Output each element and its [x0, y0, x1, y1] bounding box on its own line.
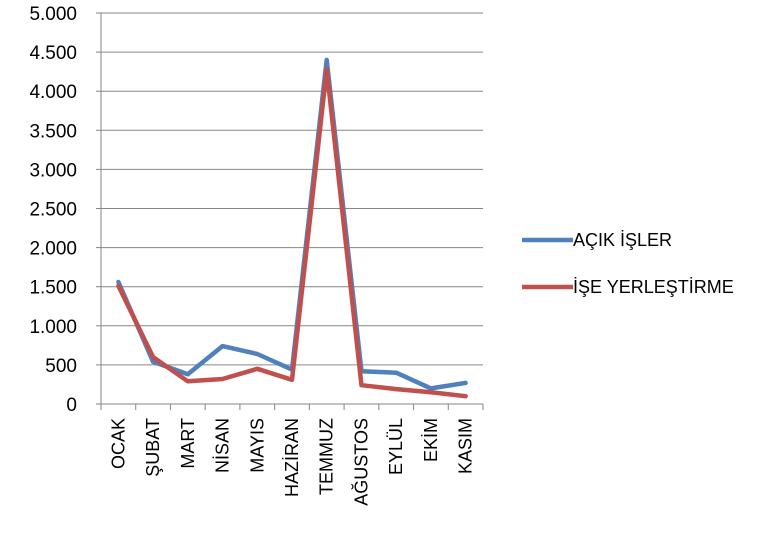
series-lines	[118, 60, 465, 396]
y-tick-label: 1.000	[29, 317, 77, 338]
y-tick-label: 3.500	[29, 121, 77, 142]
y-tick-label: 2.500	[29, 200, 77, 221]
y-tick-label: 5.000	[29, 4, 77, 25]
y-tick-label: 4.000	[29, 82, 77, 103]
x-tick-label: MART	[178, 418, 198, 469]
y-tick-label: 2.000	[29, 239, 77, 260]
x-tick-label: HAZİRAN	[282, 418, 302, 497]
legend-label: AÇIK İŞLER	[573, 230, 672, 250]
axes	[96, 13, 483, 410]
series-line-0	[118, 60, 465, 389]
y-tick-label: 3.000	[29, 160, 77, 181]
x-tick-label: TEMMUZ	[317, 418, 337, 495]
x-tick-label: EKİM	[421, 418, 441, 462]
series-line-1	[118, 69, 465, 396]
y-tick-label: 0	[66, 395, 77, 416]
y-tick-label: 4.500	[29, 43, 77, 64]
x-tick-label: MAYIS	[247, 418, 267, 473]
y-axis-tick-labels: 0 500 1.000 1.500 2.000 2.500 3.000 3.500 4.000 4…	[29, 4, 77, 416]
x-tick-label: NİSAN	[213, 418, 233, 473]
gridlines	[101, 13, 483, 365]
x-tick-label: EYLÜL	[386, 418, 406, 475]
x-axis-tick-labels: OCAK ŞUBAT MART NİSAN MAYIS HAZİRAN TEMMUZ AĞUS…	[108, 418, 475, 506]
legend-label: İŞE YERLEŞTİRME	[573, 277, 734, 297]
y-tick-label: 500	[45, 356, 77, 377]
x-tick-label: KASIM	[456, 418, 476, 474]
legend: AÇIK İŞLER İŞE YERLEŞTİRME	[522, 230, 734, 297]
x-tick-label: AĞUSTOS	[350, 418, 371, 506]
x-tick-label: ŞUBAT	[143, 418, 163, 477]
y-tick-label: 1.500	[29, 278, 77, 299]
x-tick-label: OCAK	[108, 418, 128, 469]
